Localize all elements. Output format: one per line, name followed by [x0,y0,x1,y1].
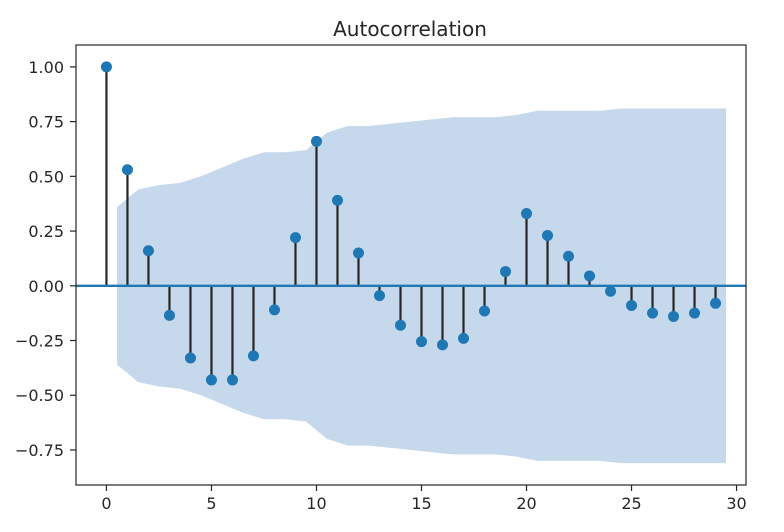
acf-point-lag-12 [352,247,364,259]
chart-title: Autocorrelation [333,17,487,41]
acf-point-lag-1 [121,164,133,176]
acf-point-lag-8 [268,304,280,316]
acf-point-lag-7 [247,350,259,362]
acf-point-lag-28 [689,307,701,319]
x-tick-label: 30 [726,494,746,513]
acf-point-lag-23 [584,270,596,282]
acf-point-lag-24 [605,285,617,297]
x-tick-label: 20 [516,494,536,513]
y-tick-label: −0.50 [15,386,64,405]
acf-point-lag-15 [416,336,428,348]
acf-point-lag-13 [373,290,385,302]
x-tick-label: 25 [621,494,641,513]
acf-point-lag-17 [458,332,470,344]
acf-point-lag-26 [647,307,659,319]
acf-point-lag-2 [142,245,154,257]
acf-point-lag-14 [394,319,406,331]
y-tick-label: −0.75 [15,441,64,460]
acf-point-lag-19 [500,266,512,278]
x-tick-label: 15 [411,494,431,513]
plot-area [76,61,746,464]
acf-point-lag-18 [479,305,491,317]
y-tick-label: 0.75 [28,113,64,132]
y-tick-label: 0.00 [28,277,64,296]
acf-point-lag-29 [710,297,722,309]
y-tick-label: 0.50 [28,167,64,186]
y-tick-label: 1.00 [28,58,64,77]
axes-frame [75,44,747,486]
acf-point-lag-5 [205,374,217,386]
axes: 0 5 10 15 20 25 30 1.00 0.75 0.50 0.25 0.00 −0.25 −0.… [15,44,747,513]
y-tick-label: 0.25 [28,222,64,241]
acf-point-lag-16 [437,339,449,351]
acf-point-lag-11 [331,194,343,206]
acf-point-lag-27 [668,310,680,322]
acf-point-lag-6 [226,374,238,386]
x-tick-label: 5 [206,494,216,513]
acf-point-lag-4 [184,352,196,364]
acf-point-lag-9 [289,232,301,244]
acf-point-lag-22 [563,250,575,262]
acf-point-lag-0 [100,61,112,73]
acf-point-lag-10 [310,135,322,147]
y-tick-label: −0.25 [15,332,64,351]
acf-point-lag-21 [542,229,554,241]
acf-point-lag-25 [626,299,638,311]
x-tick-label: 0 [101,494,111,513]
acf-point-lag-3 [163,309,175,321]
acf-point-lag-20 [521,208,533,220]
x-tick-label: 10 [306,494,326,513]
